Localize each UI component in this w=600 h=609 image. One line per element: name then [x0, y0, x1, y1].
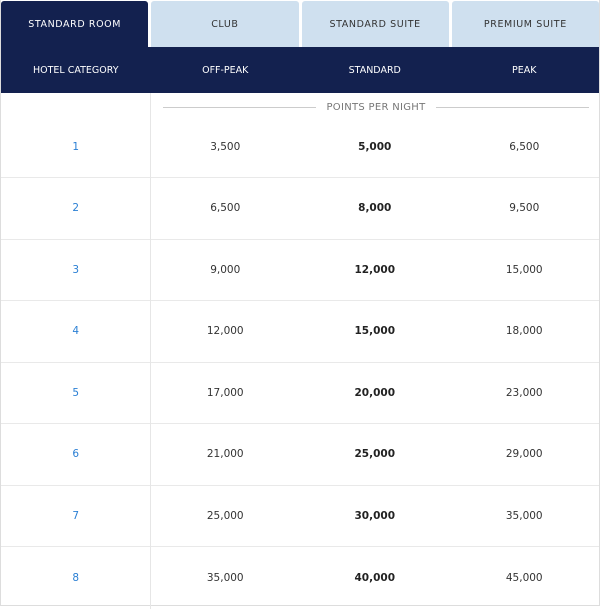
off-peak-cell: 3,500	[210, 141, 241, 153]
peak-cell: 45,000	[505, 571, 543, 584]
off-peak-cell: 21,000	[206, 448, 244, 461]
tab-premium-suite[interactable]: PREMIUM SUITE	[451, 1, 599, 47]
table-row: 6 21,000 25,000 29,000	[1, 424, 599, 486]
column-header: HOTEL CATEGORY	[32, 64, 119, 76]
standard-cell: 30,000	[354, 509, 396, 522]
hotel-category-cell[interactable]: 1	[72, 141, 80, 153]
column-header: PEAK	[512, 64, 537, 76]
standard-cell: 15,000	[354, 325, 396, 338]
table-header: HOTEL CATEGORY OFF-PEAK STANDARD PEAK	[1, 47, 599, 93]
points-per-night-label: POINTS PER NIGHT	[163, 102, 589, 113]
off-peak-cell: 25,000	[206, 509, 244, 522]
table-row: 5 17,000 20,000 23,000	[1, 363, 599, 424]
standard-cell: 40,000	[354, 571, 396, 584]
room-type-tabs: STANDARD ROOM CLUB STANDARD SUITE PREMIU…	[1, 0, 599, 47]
off-peak-cell: 35,000	[206, 571, 244, 584]
standard-cell: 25,000	[354, 448, 396, 461]
off-peak-cell: 17,000	[206, 386, 244, 399]
hotel-category-cell[interactable]: 7	[72, 509, 80, 522]
tab-standard-room[interactable]: STANDARD ROOM	[1, 1, 149, 47]
table-row: 4 12,000 15,000 18,000	[1, 301, 599, 363]
standard-cell: 5,000	[358, 141, 392, 153]
table-body: POINTS PER NIGHT 1 3,500 5,000 6,500 2 6,500 8…	[1, 93, 599, 609]
hotel-category-cell[interactable]: 8	[72, 571, 80, 584]
peak-cell: 29,000	[505, 448, 543, 461]
off-peak-cell: 6,500	[210, 202, 241, 215]
off-peak-cell: 9,000	[210, 263, 241, 276]
off-peak-cell: 12,000	[206, 325, 244, 338]
table-row: 7 25,000 30,000 35,000	[1, 486, 599, 547]
column-divider	[150, 93, 151, 609]
hotel-category-cell[interactable]: 2	[72, 202, 80, 215]
peak-cell: 18,000	[505, 325, 543, 338]
tab-club[interactable]: CLUB	[151, 1, 299, 47]
hotel-category-cell[interactable]: 5	[72, 386, 80, 399]
hotel-category-cell[interactable]: 4	[72, 325, 80, 338]
peak-cell: 15,000	[505, 263, 543, 276]
standard-cell: 20,000	[354, 386, 396, 399]
table-row: 3 9,000 12,000 15,000	[1, 240, 599, 301]
hotel-category-cell[interactable]: 3	[72, 263, 80, 276]
table-row: 8 35,000 40,000 45,000	[1, 547, 599, 609]
peak-cell: 23,000	[505, 386, 543, 399]
peak-cell: 9,500	[509, 202, 540, 215]
table-row: 1 3,500 5,000 6,500	[1, 93, 599, 178]
column-header: OFF-PEAK	[202, 64, 249, 76]
tab-standard-suite[interactable]: STANDARD SUITE	[301, 1, 449, 47]
peak-cell: 6,500	[509, 141, 540, 153]
standard-cell: 8,000	[358, 202, 392, 215]
peak-cell: 35,000	[505, 509, 543, 522]
table-row: 2 6,500 8,000 9,500	[1, 178, 599, 240]
standard-cell: 12,000	[354, 263, 396, 276]
column-header: STANDARD	[348, 64, 401, 76]
hotel-category-cell[interactable]: 6	[72, 448, 80, 461]
